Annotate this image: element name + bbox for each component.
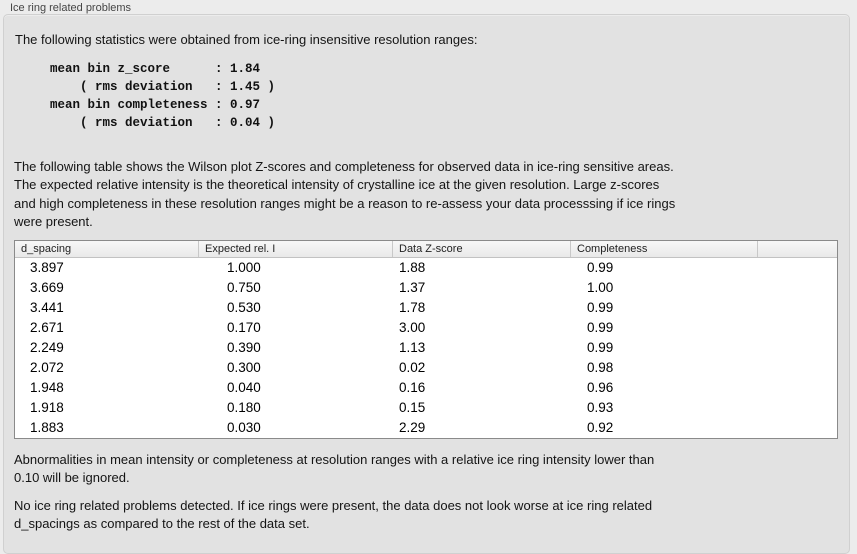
table-cell-filler [757, 258, 837, 278]
table-row[interactable]: 2.249 0.390 1.13 0.99 [15, 338, 837, 358]
table-cell: 3.669 [30, 279, 64, 295]
table-cell: 0.16 [399, 379, 426, 395]
table-cell: 1.000 [227, 259, 261, 275]
table-cell: 3.00 [399, 319, 426, 335]
table-cell: 0.99 [587, 259, 614, 275]
description-text: The following table shows the Wilson plo… [14, 158, 676, 230]
table-row[interactable]: 1.948 0.040 0.16 0.96 [15, 378, 837, 398]
table-cell-filler [757, 378, 837, 398]
table-cell: 3.897 [30, 259, 64, 275]
stats-monospace-block: mean bin z_score : 1.84 ( rms deviation … [50, 61, 276, 130]
column-header-filler [758, 241, 837, 257]
ice-ring-table[interactable]: d_spacing Expected rel. I Data Z-score Comp… [14, 239, 838, 439]
table-row[interactable]: 3.669 0.750 1.37 1.00 [15, 278, 837, 298]
table-cell: 1.37 [399, 279, 426, 295]
ice-ring-groupbox: The following statistics were obtained f… [3, 14, 850, 554]
table-row[interactable]: 2.072 0.300 0.02 0.98 [15, 358, 837, 378]
table-body: 3.897 1.000 1.88 0.99 3.669 0.750 1.37 1.00 3.44… [15, 258, 837, 438]
table-cell-filler [757, 358, 837, 378]
table-cell: 0.92 [587, 419, 614, 435]
table-cell: 1.13 [399, 339, 426, 355]
groupbox-label: Ice ring related problems [10, 2, 132, 14]
column-header[interactable]: Data Z-score [393, 240, 571, 257]
table-cell: 2.072 [30, 359, 64, 375]
table-cell: 3.441 [30, 299, 64, 315]
table-row[interactable]: 3.897 1.000 1.88 0.99 [15, 258, 837, 278]
intro-text: The following statistics were obtained f… [15, 32, 478, 47]
table-cell: 1.78 [399, 299, 426, 315]
table-cell: 0.750 [227, 279, 261, 295]
table-row[interactable]: 1.883 0.030 2.29 0.92 [15, 418, 837, 438]
table-header-row: d_spacing Expected rel. I Data Z-score Comp… [15, 240, 837, 258]
table-cell: 0.96 [587, 379, 614, 395]
table-cell-filler [757, 278, 837, 298]
table-cell: 0.180 [227, 399, 261, 415]
table-row[interactable]: 3.441 0.530 1.78 0.99 [15, 298, 837, 318]
ignore-note-text: Abnormalities in mean intensity or compl… [14, 451, 655, 485]
column-header[interactable]: Completeness [571, 240, 758, 257]
conclusion-text: No ice ring related problems detected. I… [14, 497, 653, 531]
table-cell: 2.249 [30, 339, 64, 355]
table-cell: 1.00 [587, 279, 614, 295]
column-header[interactable]: d_spacing [15, 240, 199, 257]
table-cell: 0.040 [227, 379, 261, 395]
table-cell: 2.29 [399, 419, 426, 435]
table-cell: 0.530 [227, 299, 261, 315]
table-cell: 0.15 [399, 399, 426, 415]
table-cell: 0.99 [587, 299, 614, 315]
column-header[interactable]: Expected rel. I [199, 240, 393, 257]
table-cell-filler [757, 318, 837, 338]
table-cell: 1.88 [399, 259, 426, 275]
table-cell: 1.948 [30, 379, 64, 395]
table-cell-filler [757, 398, 837, 418]
table-cell: 0.99 [587, 319, 614, 335]
table-cell: 0.030 [227, 419, 261, 435]
table-row[interactable]: 2.671 0.170 3.00 0.99 [15, 318, 837, 338]
table-cell-filler [757, 298, 837, 318]
table-cell: 0.93 [587, 399, 614, 415]
table-cell-filler [757, 418, 837, 438]
table-cell: 0.390 [227, 339, 261, 355]
table-cell: 0.99 [587, 339, 614, 355]
table-cell: 0.170 [227, 319, 261, 335]
table-cell: 0.02 [399, 359, 426, 375]
table-cell: 2.671 [30, 319, 64, 335]
table-cell: 0.300 [227, 359, 261, 375]
table-row[interactable]: 1.918 0.180 0.15 0.93 [15, 398, 837, 418]
table-cell: 0.98 [587, 359, 614, 375]
table-cell: 1.883 [30, 419, 64, 435]
table-cell-filler [757, 338, 837, 358]
groupbox-content: The following statistics were obtained f… [4, 31, 849, 533]
table-cell: 1.918 [30, 399, 64, 415]
